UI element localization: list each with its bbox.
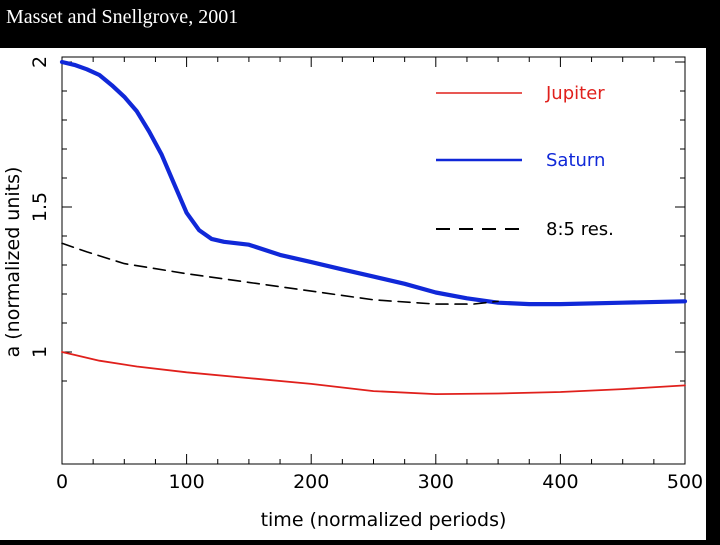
x-tick-label: 500	[667, 471, 703, 493]
plot-frame	[61, 56, 686, 465]
chart-svg: 0 100 200 300 400 500 1 1.5 2 time (normalized pe…	[2, 56, 703, 531]
series-line-saturn	[59, 59, 688, 307]
y-tick-label: 1	[29, 346, 51, 358]
y-tick-label: 2	[29, 56, 51, 68]
header-title: Masset and Snellgrove, 2001	[6, 6, 239, 28]
x-tick-label: 100	[168, 471, 204, 493]
series-line-8-5-res	[61, 242, 499, 305]
x-tick-label: 300	[418, 471, 454, 493]
y-axis-label: a (normalized units)	[2, 167, 24, 358]
legend-label: Saturn	[546, 150, 605, 171]
x-tick-label: 400	[542, 471, 578, 493]
series-line-jupiter	[61, 351, 686, 396]
x-tick-label: 0	[56, 471, 68, 493]
x-tick-label: 200	[293, 471, 329, 493]
legend-label: 8:5 res.	[546, 219, 614, 240]
chart-area: 0 100 200 300 400 500 1 1.5 2 time (normalized pe…	[0, 48, 706, 540]
legend-label: Jupiter	[545, 83, 605, 104]
y-tick-label: 1.5	[29, 192, 51, 222]
x-axis-label: time (normalized periods)	[261, 509, 507, 531]
